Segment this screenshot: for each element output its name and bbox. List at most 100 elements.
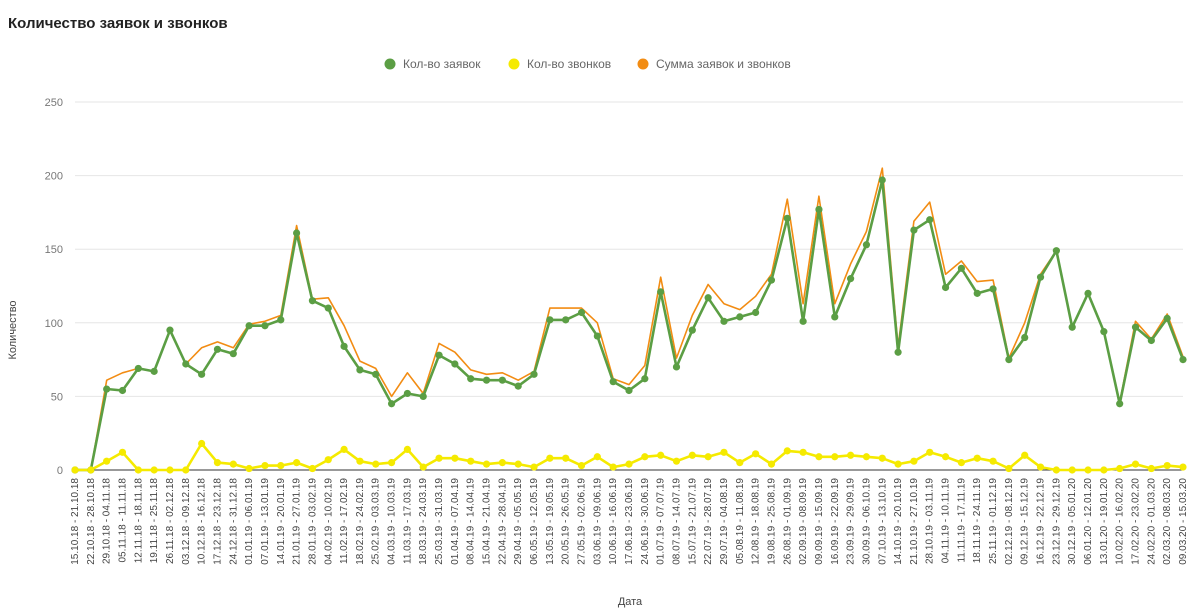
data-point xyxy=(419,392,427,400)
data-point xyxy=(514,382,522,390)
x-tick-label: 24.06.19 - 30.06.19 xyxy=(640,478,651,565)
data-point xyxy=(1147,464,1155,473)
x-tick-label: 01.01.19 - 06.01.19 xyxy=(244,478,255,565)
x-tick-label: 02.12.19 - 08.12.19 xyxy=(1004,478,1015,565)
data-point xyxy=(1131,323,1140,331)
data-point xyxy=(609,463,617,471)
legend-label: Сумма заявок и звонков xyxy=(656,57,791,71)
data-point xyxy=(482,460,491,468)
x-tick-label: 17.12.18 - 23.12.18 xyxy=(212,478,223,565)
y-tick-label: 200 xyxy=(45,171,63,183)
legend-marker xyxy=(508,58,520,70)
x-tick-label: 18.03.19 - 24.03.19 xyxy=(418,478,429,565)
x-tick-label: 30.12.19 - 05.01.20 xyxy=(1067,478,1078,565)
x-tick-label: 11.11.19 - 17.11.19 xyxy=(956,478,967,563)
series-line-3 xyxy=(75,167,1184,471)
x-tick-label: 17.02.20 - 23.02.20 xyxy=(1131,478,1142,565)
data-point xyxy=(736,313,744,321)
data-point xyxy=(767,276,776,284)
data-point xyxy=(672,363,681,371)
x-tick-label: 06.01.20 - 12.01.20 xyxy=(1083,478,1094,565)
data-point xyxy=(657,451,665,459)
series-line-1 xyxy=(75,178,1185,472)
x-tick-label: 22.04.19 - 28.04.19 xyxy=(497,478,508,565)
data-point xyxy=(198,439,206,448)
data-point xyxy=(435,454,443,462)
data-point xyxy=(530,463,538,471)
data-point xyxy=(1052,466,1060,474)
x-tick-label: 10.06.19 - 16.06.19 xyxy=(608,478,619,565)
data-point xyxy=(957,459,966,467)
x-tick-label: 29.10.18 - 04.11.18 xyxy=(102,478,113,564)
data-point xyxy=(799,317,807,325)
data-point xyxy=(641,453,649,461)
x-tick-label: 01.04.19 - 07.04.19 xyxy=(450,478,461,565)
legend-label: Кол-во заявок xyxy=(403,57,481,71)
series-lines xyxy=(75,167,1185,472)
data-point xyxy=(657,288,665,296)
data-point xyxy=(498,376,506,384)
data-point xyxy=(799,448,807,456)
data-point xyxy=(641,375,649,383)
data-point xyxy=(387,400,396,408)
x-tick-label: 11.02.19 - 17.02.19 xyxy=(339,478,350,564)
data-point xyxy=(752,450,760,458)
data-point xyxy=(767,460,776,468)
data-point xyxy=(514,460,522,468)
data-point xyxy=(372,460,380,468)
x-tick-label: 26.11.18 - 02.12.18 xyxy=(165,478,176,564)
data-point xyxy=(213,459,222,467)
data-point xyxy=(704,294,712,302)
x-tick-label: 18.02.19 - 24.02.19 xyxy=(355,478,366,565)
x-tick-label: 03.06.19 - 09.06.19 xyxy=(592,478,603,565)
data-point xyxy=(467,375,475,383)
data-point xyxy=(451,360,459,368)
data-point xyxy=(308,464,317,473)
data-point xyxy=(166,326,174,334)
data-point xyxy=(293,229,301,237)
data-point xyxy=(989,457,997,465)
y-tick-label: 100 xyxy=(45,318,63,330)
data-point xyxy=(894,348,902,356)
data-point xyxy=(166,466,174,474)
x-tick-label: 01.07.19 - 07.07.19 xyxy=(656,478,667,565)
x-tick-label: 25.03.19 - 31.03.19 xyxy=(434,478,445,565)
x-tick-label: 22.10.18 - 28.10.18 xyxy=(86,478,97,565)
x-tick-label: 25.11.19 - 01.12.19 xyxy=(988,478,999,564)
data-point xyxy=(293,459,301,467)
x-tick-label: 05.08.19 - 11.08.19 xyxy=(735,478,746,564)
data-point xyxy=(1179,356,1187,364)
data-point xyxy=(704,453,712,461)
data-point xyxy=(182,466,190,474)
data-point xyxy=(625,460,633,468)
x-tick-label: 24.02.20 - 01.03.20 xyxy=(1146,478,1157,565)
data-point xyxy=(245,322,253,330)
data-point xyxy=(910,226,918,234)
x-tick-label: 28.01.19 - 03.02.19 xyxy=(307,478,318,565)
x-tick-label: 21.10.19 - 27.10.19 xyxy=(909,478,920,565)
data-point xyxy=(1163,314,1171,322)
data-point xyxy=(387,459,396,467)
data-point xyxy=(1036,463,1045,471)
data-point xyxy=(277,316,285,324)
x-tick-label: 26.08.19 - 01.09.19 xyxy=(782,478,793,565)
x-axis-label: Дата xyxy=(618,596,643,608)
data-point xyxy=(451,454,459,462)
x-tick-label: 22.07.19 - 28.07.19 xyxy=(703,478,714,565)
x-tick-label: 18.11.19 - 24.11.19 xyxy=(972,478,983,564)
data-point xyxy=(245,464,253,473)
data-point xyxy=(150,367,158,375)
data-point xyxy=(1052,247,1060,255)
data-point xyxy=(118,448,127,456)
data-point xyxy=(1084,466,1092,474)
data-point xyxy=(340,342,348,350)
data-point xyxy=(308,297,317,305)
data-point xyxy=(419,463,427,471)
data-point xyxy=(1100,328,1108,336)
data-point xyxy=(1147,336,1155,345)
data-point xyxy=(546,316,554,324)
y-tick-label: 250 xyxy=(45,97,63,109)
data-point xyxy=(894,460,902,468)
data-point xyxy=(688,451,696,459)
data-point xyxy=(577,461,586,470)
